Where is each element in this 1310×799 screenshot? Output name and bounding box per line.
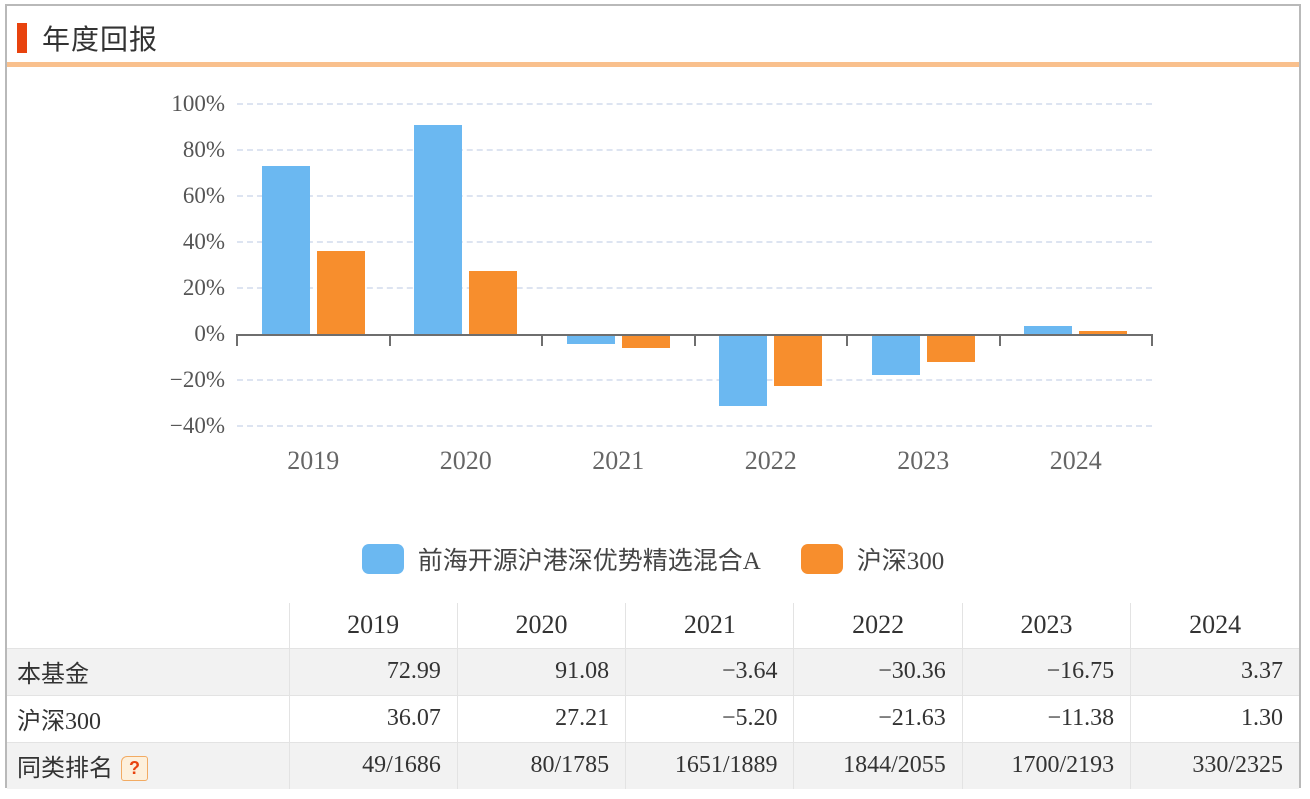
axis-tick (693, 334, 696, 346)
bar-2020-series0 (414, 124, 463, 334)
page-title: 年度回报 (42, 25, 159, 56)
chart-legend: 前海开源沪港深优势精选混合A 沪深300 (7, 543, 1299, 575)
index-color-swatch-icon (800, 544, 843, 574)
table-cell: 1651/1889 (625, 741, 795, 789)
y-axis-label: 40% (182, 229, 225, 254)
x-axis-label: 2021 (592, 446, 645, 475)
table-corner-cell (7, 603, 290, 649)
y-axis-label: −20% (169, 367, 225, 392)
table-cell: −5.20 (625, 694, 795, 743)
annual-returns-chart: 100% 80% 60% 40% 20% 0% −20% −40% 2019 2020 2021 20… (7, 79, 1299, 479)
x-axis-label: 2020 (439, 446, 492, 475)
table-cell: 80/1785 (456, 741, 627, 789)
table-cell: 1700/2193 (961, 741, 1132, 789)
y-axis-label: 60% (182, 183, 225, 208)
column-header-2023: 2023 (961, 603, 1132, 649)
bar-2023-series0 (871, 336, 920, 375)
bar-2022-series0 (719, 336, 768, 406)
table-cell: −3.64 (625, 647, 795, 696)
gridline (237, 425, 1152, 427)
table-row-fund: 本基金 72.99 91.08 −3.64 −30.36 −16.75 3.37 (7, 647, 1299, 696)
bar-2024-series1 (1079, 331, 1128, 334)
row-label: 同类排名? (7, 741, 290, 789)
row-label: 本基金 (7, 647, 290, 696)
bar-2021-series1 (621, 336, 670, 348)
gridline (237, 195, 1152, 197)
section-header: 年度回报 (17, 22, 1299, 56)
axis-tick (846, 334, 848, 346)
annual-returns-table-wrap: 2019 2020 2021 2022 2023 2024 本基金 72.99 … (7, 603, 1299, 789)
table-row-rank: 同类排名? 49/1686 80/1785 1651/1889 1844/205… (7, 741, 1299, 789)
table-cell: 27.21 (456, 694, 627, 743)
table-row-index: 沪深300 36.07 27.21 −5.20 −21.63 −11.38 1.… (7, 694, 1299, 743)
y-axis-label: −40% (169, 413, 225, 438)
y-axis-label: 0% (194, 321, 225, 346)
y-axis-label: 80% (182, 137, 225, 162)
bar-2024-series0 (1024, 326, 1073, 334)
annual-return-module: 年度回报 100% 80% 60% 40% 20% 0% −20% −40% 2019 2020 2… (5, 4, 1301, 789)
column-header-2019: 2019 (288, 603, 458, 649)
gridline (237, 379, 1152, 381)
axis-tick (541, 334, 543, 346)
legend-item-index[interactable]: 沪深300 (800, 541, 945, 577)
row-label: 沪深300 (7, 694, 290, 743)
row-label-text: 同类排名 (17, 756, 113, 783)
column-header-2024: 2024 (1130, 603, 1299, 649)
header-underline (7, 62, 1299, 67)
axis-tick (236, 334, 238, 346)
table-cell: 91.08 (456, 647, 627, 696)
column-header-2021: 2021 (625, 603, 795, 649)
column-header-2020: 2020 (456, 603, 627, 649)
x-axis-label: 2022 (744, 446, 797, 475)
legend-label: 前海开源沪港深优势精选混合A (417, 548, 761, 575)
bar-2020-series1 (469, 271, 518, 334)
y-axis-label: 100% (171, 91, 225, 116)
table-cell: 49/1686 (288, 741, 458, 789)
gridline (237, 241, 1152, 243)
column-header-2022: 2022 (793, 603, 963, 649)
legend-item-fund[interactable]: 前海开源沪港深优势精选混合A (361, 541, 761, 577)
bar-2022-series1 (774, 336, 823, 386)
table-header-row: 2019 2020 2021 2022 2023 2024 (7, 603, 1299, 649)
x-axis-label: 2024 (1049, 446, 1102, 475)
gridline (237, 149, 1152, 151)
bar-2021-series0 (566, 336, 615, 345)
x-axis-label: 2019 (287, 446, 340, 475)
table-cell: 1.30 (1130, 694, 1299, 743)
table-cell: −16.75 (961, 647, 1132, 696)
bar-2023-series1 (926, 336, 975, 363)
axis-tick (388, 334, 391, 346)
table-cell: −30.36 (793, 647, 963, 696)
help-question-icon[interactable]: ? (121, 756, 148, 782)
gridline (237, 103, 1152, 105)
bar-2019-series0 (261, 166, 310, 334)
table-cell: −11.38 (961, 694, 1132, 743)
axis-tick (1151, 334, 1153, 346)
table-cell: 36.07 (288, 694, 458, 743)
table-cell: 3.37 (1130, 647, 1299, 696)
fund-color-swatch-icon (361, 544, 404, 574)
y-axis-label: 20% (182, 275, 225, 300)
legend-label: 沪深300 (856, 548, 945, 575)
table-cell: 72.99 (288, 647, 458, 696)
annual-returns-table: 2019 2020 2021 2022 2023 2024 本基金 72.99 … (7, 603, 1299, 789)
table-cell: 330/2325 (1130, 741, 1299, 789)
table-cell: −21.63 (793, 694, 963, 743)
axis-tick (998, 334, 1001, 346)
x-axis-label: 2023 (897, 446, 950, 475)
gridline (237, 287, 1152, 289)
accent-bar-icon (17, 23, 27, 53)
table-cell: 1844/2055 (793, 741, 963, 789)
bar-2019-series1 (316, 251, 365, 334)
